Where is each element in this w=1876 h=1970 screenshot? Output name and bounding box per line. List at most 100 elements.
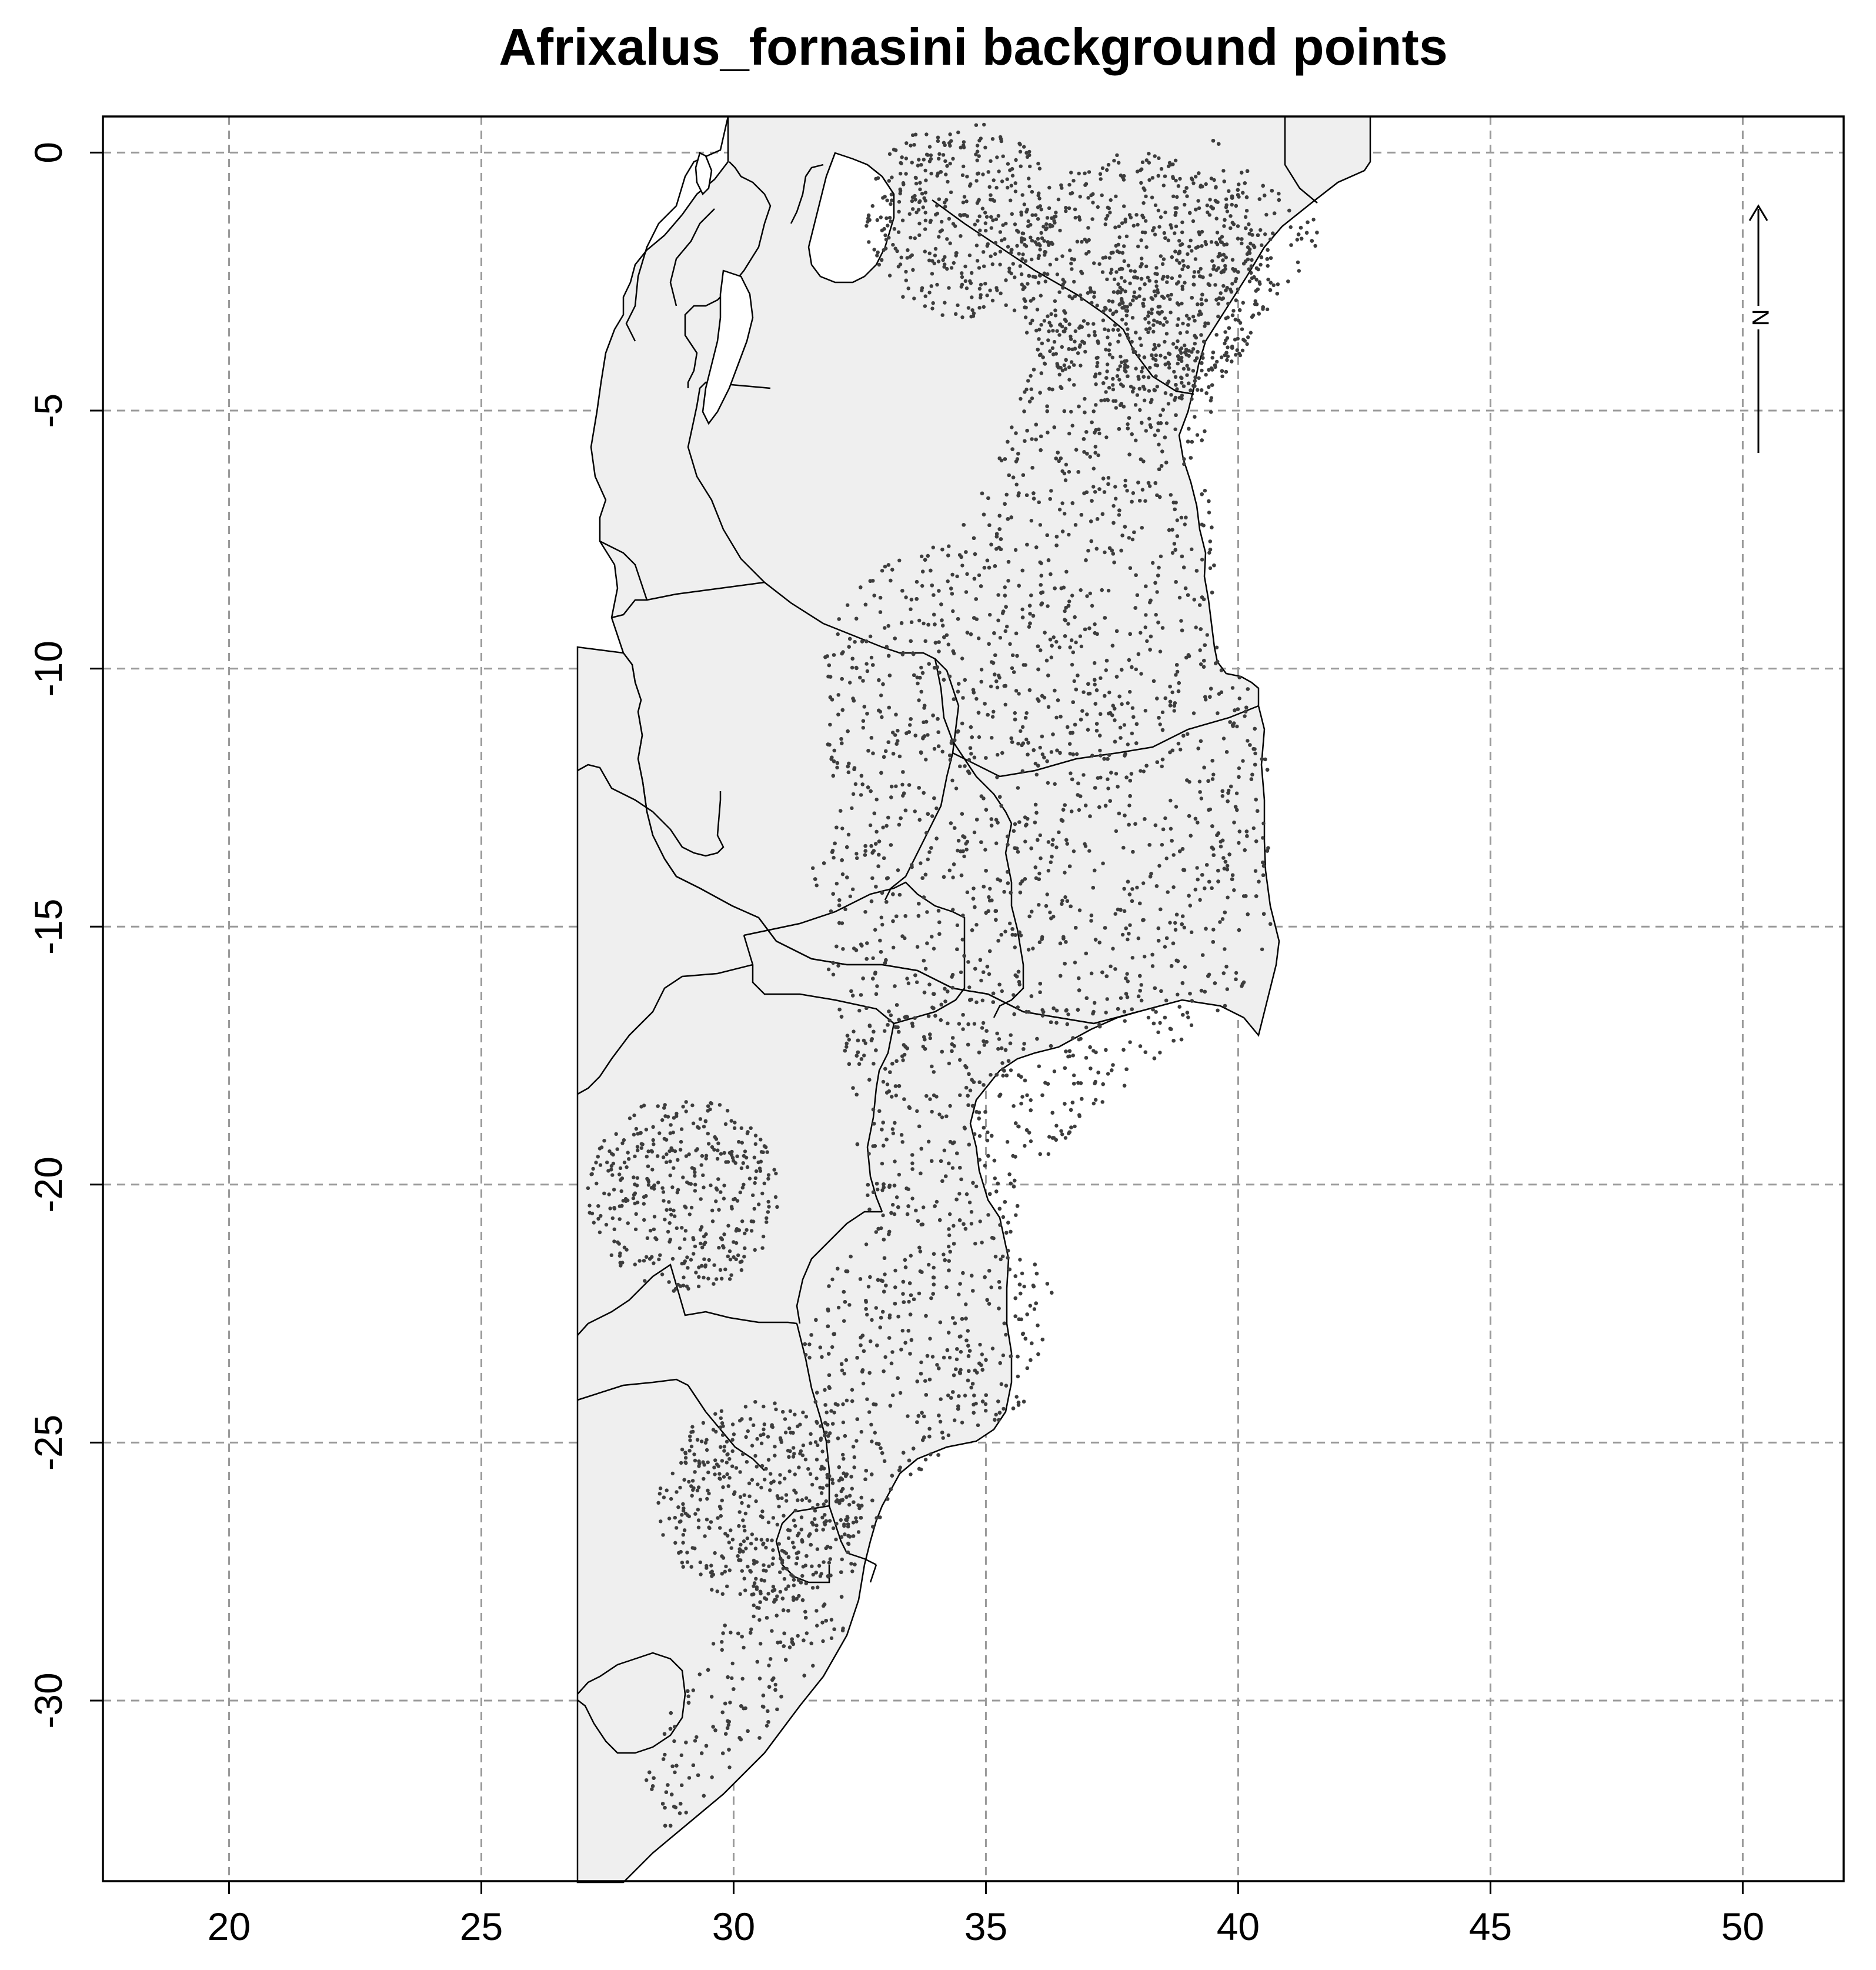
background-point	[832, 748, 836, 753]
background-point	[985, 1138, 990, 1143]
background-point	[906, 981, 911, 985]
background-point	[1067, 599, 1071, 604]
background-point	[1049, 1044, 1053, 1048]
background-point	[910, 1161, 914, 1165]
background-point	[1099, 754, 1103, 758]
background-point	[972, 830, 977, 835]
background-point	[881, 1079, 886, 1084]
background-point	[893, 1285, 897, 1289]
background-point	[946, 989, 950, 994]
background-point	[994, 679, 999, 684]
background-point	[1093, 631, 1097, 635]
background-point	[1265, 849, 1270, 853]
background-point	[749, 1627, 753, 1631]
background-point	[1065, 899, 1070, 903]
background-point	[1101, 861, 1105, 866]
background-point	[1081, 690, 1086, 694]
background-point	[1170, 255, 1174, 259]
background-point	[863, 602, 868, 607]
background-point	[1029, 519, 1034, 523]
background-point	[1261, 305, 1265, 309]
background-point	[1098, 734, 1102, 738]
background-point	[917, 1245, 922, 1250]
background-point	[1068, 752, 1072, 756]
background-point	[942, 1355, 946, 1360]
background-point	[852, 1455, 857, 1459]
background-point	[1063, 895, 1067, 899]
background-point	[1158, 1051, 1162, 1055]
background-point	[940, 548, 944, 552]
background-point	[841, 1420, 846, 1425]
background-point	[727, 1719, 731, 1724]
background-point	[951, 1390, 955, 1394]
background-point	[1289, 225, 1293, 229]
background-point	[978, 1342, 982, 1347]
background-point	[1032, 496, 1036, 501]
background-point	[1106, 482, 1110, 486]
background-point	[1031, 946, 1035, 951]
background-point	[1087, 849, 1091, 853]
background-point	[959, 1177, 963, 1182]
background-point	[982, 512, 986, 516]
background-point	[894, 784, 898, 788]
background-point	[1039, 574, 1043, 578]
background-point	[1009, 1229, 1013, 1234]
background-point	[661, 1757, 666, 1761]
background-point	[1088, 1045, 1092, 1049]
background-point	[1159, 554, 1163, 558]
background-point	[951, 1316, 955, 1320]
background-point	[854, 1519, 859, 1524]
background-point	[883, 961, 887, 965]
background-point	[1056, 451, 1060, 455]
background-point	[1073, 722, 1077, 727]
background-point	[1022, 1399, 1026, 1404]
background-point	[1003, 929, 1007, 934]
background-point	[902, 1097, 906, 1101]
background-point	[1024, 1009, 1029, 1014]
background-point	[1069, 334, 1073, 339]
background-point	[846, 832, 851, 837]
background-point	[1023, 1336, 1028, 1341]
background-point	[1139, 983, 1143, 987]
background-point	[1181, 914, 1185, 918]
background-point	[931, 545, 936, 549]
background-point	[859, 1429, 864, 1434]
background-point	[1169, 798, 1173, 803]
background-point	[858, 1277, 863, 1281]
background-point	[915, 1379, 919, 1384]
background-point	[1093, 1001, 1097, 1005]
background-point	[867, 1078, 872, 1082]
background-point	[1097, 427, 1101, 432]
background-point	[1032, 491, 1036, 495]
background-point	[977, 1080, 982, 1085]
background-point	[849, 1254, 853, 1259]
background-point	[1013, 846, 1017, 850]
background-point	[720, 1640, 724, 1644]
background-point	[1111, 521, 1116, 525]
background-point	[1287, 208, 1291, 213]
background-point	[941, 624, 945, 628]
background-point	[1113, 967, 1117, 971]
background-point	[684, 1741, 688, 1745]
background-point	[1079, 1081, 1083, 1085]
background-point	[836, 1305, 841, 1310]
background-point	[1063, 1102, 1067, 1106]
background-point	[697, 1672, 702, 1676]
background-point	[1233, 805, 1238, 809]
background-point	[956, 848, 960, 853]
background-point	[999, 804, 1003, 808]
background-point	[903, 914, 907, 918]
background-point	[845, 845, 849, 849]
background-point	[832, 1411, 836, 1415]
background-point	[972, 1402, 976, 1406]
background-point	[974, 696, 979, 701]
background-point	[1175, 663, 1179, 667]
background-point	[1289, 243, 1293, 247]
background-point	[1208, 807, 1213, 812]
background-point	[1123, 754, 1127, 758]
background-point	[1023, 716, 1028, 720]
background-point	[679, 1802, 683, 1806]
background-point	[919, 1360, 923, 1365]
background-point	[997, 675, 1002, 680]
background-point	[1182, 925, 1187, 930]
